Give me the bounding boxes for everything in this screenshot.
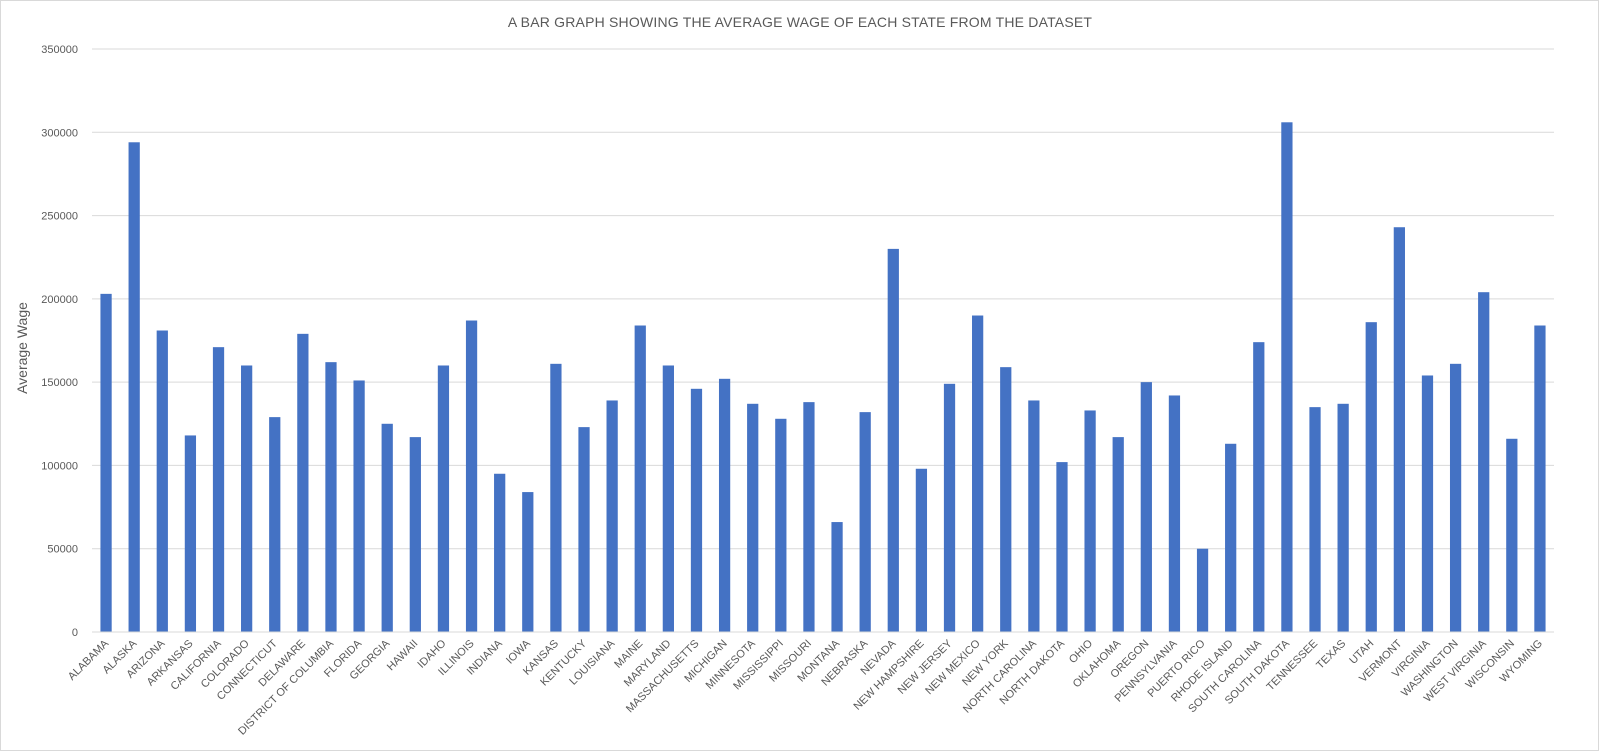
bar-district-of-columbia bbox=[325, 362, 337, 632]
bar-montana bbox=[831, 522, 843, 632]
bar-tennessee bbox=[1309, 407, 1321, 632]
bar-oregon bbox=[1140, 382, 1152, 632]
bar-colorado bbox=[241, 365, 253, 632]
bar-new-mexico bbox=[972, 315, 984, 632]
bar-nevada bbox=[887, 248, 899, 632]
bar-north-dakota bbox=[1056, 462, 1068, 632]
bar-virginia bbox=[1421, 375, 1434, 632]
bar-missouri bbox=[803, 402, 815, 632]
bar-florida bbox=[353, 380, 365, 632]
bar-iowa bbox=[522, 492, 534, 632]
chart-title: A BAR GRAPH SHOWING THE AVERAGE WAGE OF … bbox=[508, 14, 1093, 30]
bar-west-virginia bbox=[1478, 292, 1490, 632]
bar-washington bbox=[1449, 363, 1462, 632]
bar-utah bbox=[1365, 322, 1377, 632]
bar-north-carolina bbox=[1028, 400, 1040, 632]
bar-vermont bbox=[1393, 227, 1405, 632]
bar-new-hampshire bbox=[915, 468, 928, 632]
y-tick-label: 150000 bbox=[41, 377, 78, 389]
bars bbox=[100, 122, 1546, 632]
y-tick-label: 300000 bbox=[41, 127, 78, 139]
bar-california bbox=[212, 347, 225, 632]
bar-arizona bbox=[156, 330, 168, 632]
bar-wisconsin bbox=[1506, 438, 1518, 632]
bar-louisiana bbox=[606, 400, 618, 632]
y-tick-label: 50000 bbox=[47, 544, 78, 556]
bar-puerto-rico bbox=[1196, 548, 1209, 632]
bar-idaho bbox=[437, 365, 450, 632]
bar-maryland bbox=[662, 365, 674, 632]
y-tick-label: 100000 bbox=[41, 460, 78, 472]
bar-south-carolina bbox=[1253, 342, 1265, 632]
bar-rhode-island bbox=[1225, 443, 1237, 632]
bar-nebraska bbox=[859, 412, 871, 632]
y-tick-label: 350000 bbox=[41, 44, 78, 56]
bar-delaware bbox=[297, 333, 309, 632]
y-tick-label: 200000 bbox=[41, 294, 78, 306]
bar-kentucky bbox=[578, 427, 590, 632]
bar-new-jersey bbox=[943, 383, 956, 632]
bar-arkansas bbox=[184, 435, 197, 632]
y-axis-label: Average Wage bbox=[14, 302, 30, 394]
bar-oklahoma bbox=[1112, 437, 1124, 632]
bar-indiana bbox=[494, 473, 506, 632]
bar-michigan bbox=[718, 378, 731, 632]
y-axis-ticks: 0 50000 100000 150000 200000 250000 300000 3500… bbox=[41, 44, 78, 639]
bar-massachusetts bbox=[690, 388, 703, 632]
bar-alaska bbox=[128, 142, 140, 632]
bar-south-dakota bbox=[1281, 122, 1293, 632]
y-tick-label: 0 bbox=[72, 627, 78, 639]
bar-alabama bbox=[100, 293, 112, 632]
bar-connecticut bbox=[269, 417, 281, 632]
bar-wyoming bbox=[1534, 325, 1546, 632]
bar-minnesota bbox=[747, 403, 759, 632]
bar-maine bbox=[634, 325, 646, 632]
bar-hawaii bbox=[409, 437, 421, 632]
bar-kansas bbox=[550, 363, 562, 632]
bar-mississippi bbox=[775, 418, 787, 632]
y-tick-label: 250000 bbox=[41, 211, 78, 223]
bar-illinois bbox=[465, 320, 478, 632]
bar-texas bbox=[1337, 403, 1349, 632]
bar-ohio bbox=[1084, 410, 1096, 632]
bar-georgia bbox=[381, 423, 393, 632]
bar-new-york bbox=[1000, 367, 1012, 632]
bar-pennsylvania bbox=[1168, 395, 1181, 632]
